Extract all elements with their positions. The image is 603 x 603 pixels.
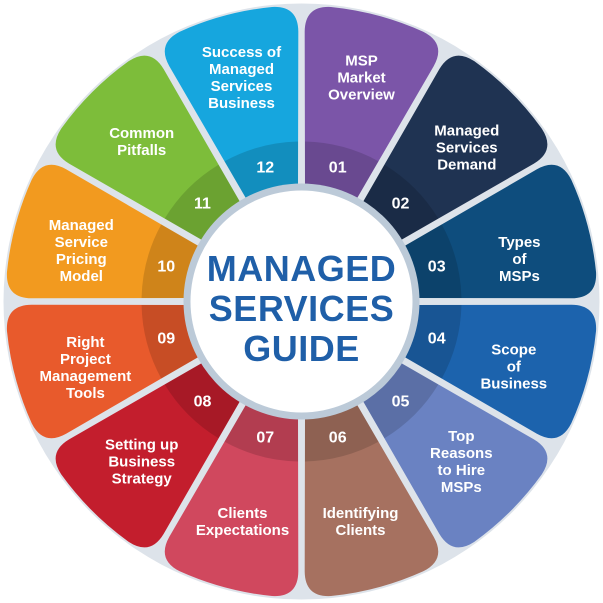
segment-label-line: Project xyxy=(60,351,111,368)
segment-label-line: Services xyxy=(211,78,273,95)
segment-number: 06 xyxy=(329,430,347,447)
segment-label-line: Setting up xyxy=(105,436,178,453)
segment-label-line: Managed xyxy=(49,217,114,234)
segment-number: 05 xyxy=(392,394,410,411)
segment-label: Setting up Business Strategy xyxy=(105,436,178,487)
segment-number: 01 xyxy=(329,159,347,176)
segment-label-line: of xyxy=(507,358,522,375)
segment-05-inner-band xyxy=(360,360,439,439)
segment-label-line: Managed xyxy=(209,61,274,78)
segment-label-line: Services xyxy=(436,139,498,156)
segment-label-line: Expectations xyxy=(196,522,289,539)
title-line-3: GUIDE xyxy=(243,328,360,369)
segment-label-line: Business xyxy=(480,375,547,392)
segment-label-line: Clients xyxy=(335,522,385,539)
segment-label-line: of xyxy=(512,251,527,268)
segment-number: 09 xyxy=(157,331,175,348)
segment-label: Scope of Business xyxy=(480,341,547,392)
segment-label-line: Market xyxy=(337,69,385,86)
segment-label-line: Business xyxy=(108,453,175,470)
segment-label: Clients Expectations xyxy=(196,505,289,539)
title-line-1: MANAGED xyxy=(207,248,397,289)
segment-03 xyxy=(400,164,597,299)
segment-label-line: Pitfalls xyxy=(117,142,166,159)
segment-label: Types of MSPs xyxy=(498,234,540,285)
segment-label-line: MSPs xyxy=(499,268,540,285)
segment-label-line: Managed xyxy=(434,122,499,139)
segment-01 xyxy=(304,6,439,203)
segment-number: 11 xyxy=(194,196,211,213)
segment-number: 08 xyxy=(194,394,212,411)
segment-label-line: Common xyxy=(109,125,174,142)
segment-label-line: Demand xyxy=(437,156,496,173)
segment-number: 04 xyxy=(428,331,446,348)
segment-number: 07 xyxy=(256,430,274,447)
segment-label: Identifying Clients xyxy=(323,505,399,539)
segment-label-line: Management xyxy=(40,368,132,385)
segment-label-line: Right xyxy=(66,334,104,351)
segment-label-line: Identifying xyxy=(323,505,399,522)
segment-number: 10 xyxy=(157,258,175,275)
segment-label-line: Strategy xyxy=(112,470,173,487)
segment-label-line: Pricing xyxy=(56,251,107,268)
segment-11 xyxy=(55,55,243,243)
center-title: MANAGED SERVICES GUIDE xyxy=(207,248,397,369)
segment-label-line: to Hire xyxy=(438,462,486,479)
segment-number: 02 xyxy=(392,196,410,213)
segment-label-line: Business xyxy=(208,95,275,112)
segment-label-line: Tools xyxy=(66,385,105,402)
segment-06 xyxy=(304,400,439,597)
title-line-2: SERVICES xyxy=(209,288,394,329)
segment-label-line: Success of xyxy=(202,44,282,61)
segment-12 xyxy=(164,6,299,203)
segment-label: MSP Market Overview xyxy=(328,52,395,103)
segment-09 xyxy=(6,304,203,439)
segment-05 xyxy=(360,360,548,548)
center-disc xyxy=(190,190,413,413)
segment-label: Success of Managed Services Business xyxy=(202,44,282,112)
segment-10 xyxy=(6,164,203,299)
segment-label: Common Pitfalls xyxy=(109,125,174,159)
segment-02-inner-band xyxy=(360,164,439,243)
segment-number: 03 xyxy=(428,258,446,275)
segment-04 xyxy=(400,304,597,439)
segment-08-inner-band xyxy=(164,360,243,439)
segment-label-line: Clients xyxy=(217,505,267,522)
segment-label-line: MSPs xyxy=(441,479,482,496)
segment-07 xyxy=(164,400,299,597)
segment-label-line: MSP xyxy=(345,52,378,69)
segment-11-inner-band xyxy=(164,164,243,243)
segment-label-line: Service xyxy=(55,234,108,251)
segment-number: 12 xyxy=(256,159,274,176)
segment-label-line: Top xyxy=(448,428,474,445)
segment-02 xyxy=(360,55,548,243)
segment-label: Managed Services Demand xyxy=(434,122,499,173)
segment-label: Managed Service Pricing Model xyxy=(49,217,114,285)
segment-label: Right Project Management Tools xyxy=(40,334,132,402)
segment-label-line: Reasons xyxy=(430,445,493,462)
segment-label-line: Model xyxy=(60,268,103,285)
segment-08 xyxy=(55,360,243,548)
segment-label: Top Reasons to Hire MSPs xyxy=(430,428,493,496)
segment-label-line: Types xyxy=(498,234,540,251)
segment-label-line: Scope xyxy=(491,341,536,358)
segment-label-line: Overview xyxy=(328,86,395,103)
